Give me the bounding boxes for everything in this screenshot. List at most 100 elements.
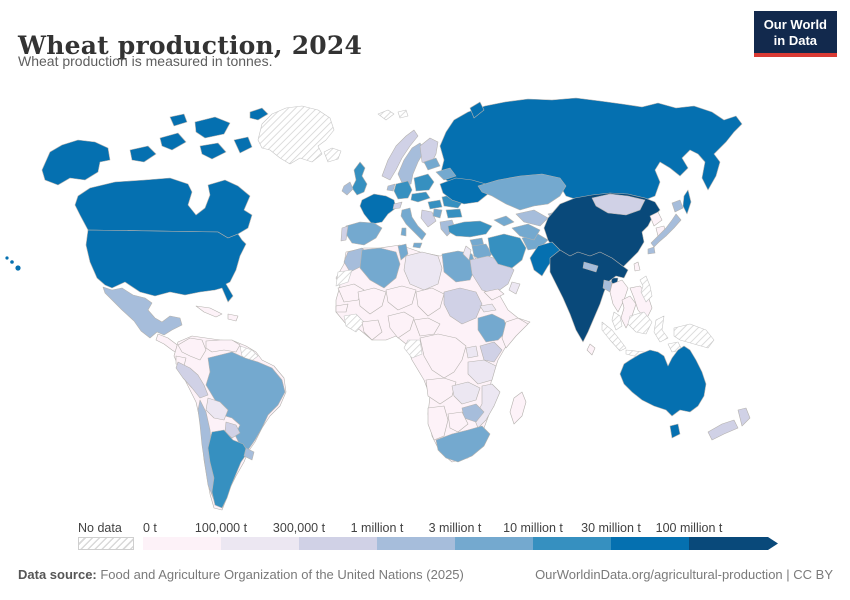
country-portugal[interactable] (340, 225, 349, 242)
owid-logo[interactable]: Our World in Data (753, 11, 837, 58)
country-algeria[interactable] (359, 247, 401, 289)
country-iran[interactable] (487, 233, 527, 269)
country-ireland[interactable] (341, 181, 354, 196)
country-oman[interactable] (508, 281, 521, 295)
region-congo-gabon[interactable] (403, 339, 423, 359)
legend-bin-5[interactable] (533, 537, 611, 550)
country-nepal[interactable] (582, 261, 599, 273)
region-tasmania[interactable] (669, 423, 681, 439)
legend-bin-7[interactable] (689, 537, 778, 550)
country-belarus[interactable] (435, 167, 457, 181)
country-turkmenistan[interactable] (511, 223, 541, 241)
legend-bin-0[interactable] (143, 537, 221, 550)
country-cuba[interactable] (195, 305, 223, 318)
region-svalbard[interactable] (377, 109, 409, 121)
region-guinea-sierra-leone-liberia[interactable] (343, 313, 365, 333)
country-uruguay[interactable] (243, 447, 255, 461)
region-novaya-zemlya[interactable] (469, 101, 485, 119)
region-sakhalin[interactable] (682, 189, 692, 215)
country-madagascar[interactable] (509, 391, 527, 425)
country-malaysia[interactable] (611, 311, 623, 331)
country-iceland[interactable] (323, 147, 342, 163)
country-venezuela[interactable] (205, 339, 241, 353)
country-canada-arctic-ellesmere[interactable] (249, 107, 269, 121)
country-mali[interactable] (357, 287, 387, 315)
country-libya[interactable] (403, 251, 443, 291)
country-kazakhstan[interactable] (477, 173, 567, 211)
credit-link[interactable]: OurWorldinData.org/agricultural-producti… (535, 567, 833, 582)
country-bolivia[interactable] (205, 397, 229, 421)
legend-bin-2[interactable] (299, 537, 377, 550)
country-new-zealand[interactable] (707, 407, 751, 441)
country-pakistan[interactable] (529, 241, 561, 277)
country-eritrea[interactable] (479, 303, 497, 313)
country-zambia[interactable] (451, 381, 481, 405)
country-paraguay[interactable] (224, 421, 241, 439)
region-ghana-ivory-coast[interactable] (361, 319, 383, 341)
country-north-korea[interactable] (649, 211, 663, 227)
region-baltic-states[interactable] (423, 157, 441, 171)
country-colombia[interactable] (177, 337, 207, 361)
country-france[interactable] (359, 193, 397, 225)
legend-bin-1[interactable] (221, 537, 299, 550)
country-sri-lanka[interactable] (586, 343, 596, 356)
country-united-states-hawaii[interactable] (5, 256, 21, 271)
legend-no-data-swatch[interactable] (78, 537, 134, 550)
region-levant[interactable] (462, 245, 472, 261)
region-western-balkans[interactable] (420, 209, 437, 228)
country-mongolia[interactable] (591, 193, 646, 216)
country-sudan[interactable] (443, 287, 483, 325)
country-turkey[interactable] (447, 220, 493, 238)
country-russia[interactable] (439, 97, 743, 201)
country-argentina[interactable] (207, 429, 249, 509)
country-germany[interactable] (393, 180, 413, 200)
country-cameroon[interactable] (413, 317, 441, 337)
country-uganda[interactable] (465, 345, 479, 359)
country-ukraine[interactable] (439, 177, 489, 205)
country-canada[interactable] (74, 113, 253, 239)
country-switzerland[interactable] (392, 201, 403, 210)
country-uzbekistan[interactable] (515, 209, 549, 227)
region-benelux[interactable] (386, 183, 396, 192)
region-guyanas[interactable] (239, 345, 259, 363)
region-czechia-austria[interactable] (410, 191, 431, 203)
region-western-sahara[interactable] (335, 269, 353, 287)
country-norway[interactable] (381, 129, 419, 181)
country-south-africa[interactable] (435, 425, 491, 463)
country-botswana[interactable] (447, 411, 469, 433)
legend-bin-4[interactable] (455, 537, 533, 550)
country-serbia[interactable] (432, 208, 443, 219)
country-bulgaria[interactable] (445, 208, 463, 219)
country-spain[interactable] (345, 221, 383, 246)
country-chad[interactable] (415, 287, 445, 317)
country-hungary[interactable] (427, 199, 443, 210)
country-poland[interactable] (413, 173, 435, 192)
country-australia[interactable] (619, 345, 707, 417)
country-philippines[interactable] (639, 275, 653, 303)
country-angola[interactable] (425, 377, 457, 405)
country-senegal[interactable] (335, 303, 349, 313)
country-italy[interactable] (400, 207, 427, 249)
country-myanmar[interactable] (609, 279, 629, 313)
country-japan[interactable] (647, 199, 684, 255)
country-yemen[interactable] (483, 288, 505, 301)
country-papua-new-guinea[interactable] (673, 323, 715, 349)
country-united-kingdom[interactable] (351, 161, 368, 196)
legend-bin-3[interactable] (377, 537, 455, 550)
country-united-states[interactable] (41, 139, 247, 303)
country-nigeria[interactable] (387, 311, 415, 339)
country-drc[interactable] (419, 333, 467, 379)
country-mexico[interactable] (102, 286, 183, 339)
country-namibia[interactable] (427, 405, 449, 441)
country-greenland[interactable] (257, 105, 335, 165)
country-somalia[interactable] (501, 317, 529, 349)
country-kenya[interactable] (479, 341, 503, 363)
country-hispaniola[interactable] (227, 313, 239, 322)
country-tanzania[interactable] (467, 359, 497, 385)
region-caucasus[interactable] (493, 215, 515, 227)
country-taiwan[interactable] (633, 261, 641, 272)
country-tunisia[interactable] (397, 243, 409, 261)
legend-bin-6[interactable] (611, 537, 689, 550)
country-peru[interactable] (175, 361, 209, 399)
country-niger[interactable] (385, 285, 417, 311)
